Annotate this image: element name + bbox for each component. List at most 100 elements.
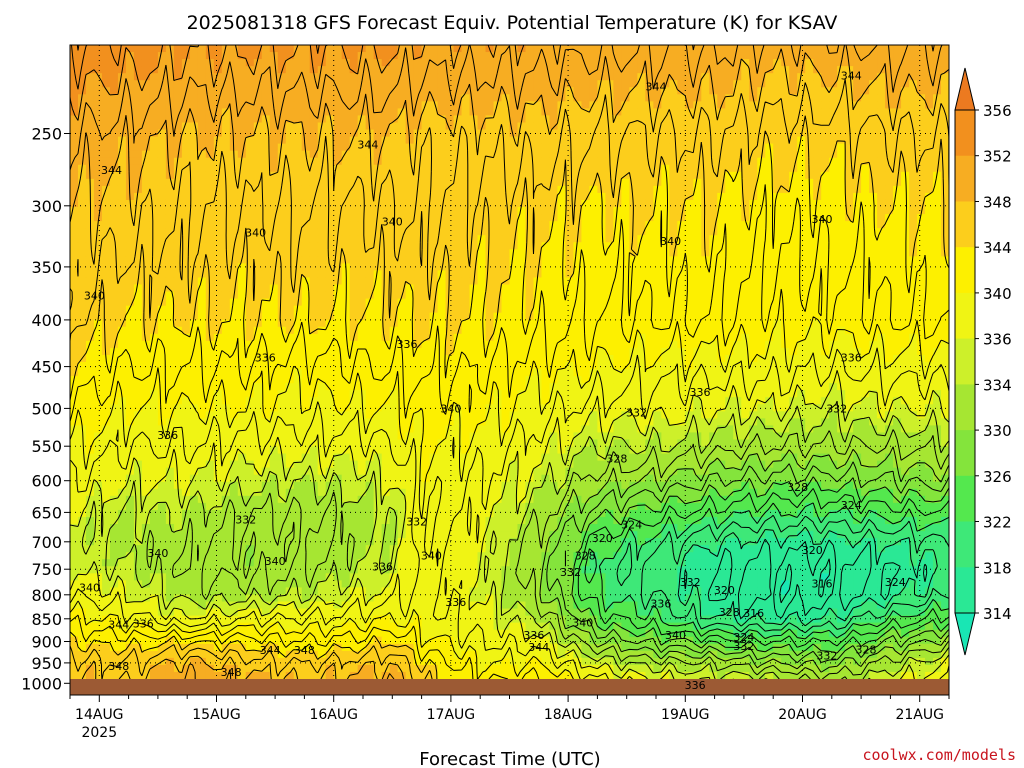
contour-label: 344	[108, 618, 129, 631]
contour-label: 340	[147, 547, 168, 560]
y-tick-label: 500	[31, 399, 62, 418]
contour-label: 340	[440, 402, 461, 415]
x-axis-label: Forecast Time (UTC)	[419, 749, 600, 768]
contour-lines	[70, 45, 949, 680]
colorbar-label: 314	[983, 605, 1012, 623]
x-tick-label: 15AUG	[192, 707, 241, 723]
contour-label: 336	[690, 386, 711, 399]
contour-label: 316	[812, 578, 833, 591]
contour-label: 344	[101, 164, 122, 177]
colorbar-label: 322	[983, 514, 1012, 532]
y-tick-label: 550	[31, 437, 62, 456]
contour-label: 336	[133, 618, 154, 631]
colorbar-label: 318	[983, 559, 1012, 577]
contour-label: 332	[680, 576, 701, 589]
contour-label: 336	[685, 679, 706, 692]
colorbar-swatch	[955, 384, 975, 431]
chart-title: 2025081318 GFS Forecast Equiv. Potential…	[187, 12, 838, 34]
y-tick-label: 800	[31, 586, 62, 605]
contour-label: 332	[816, 649, 837, 662]
colorbar-label: 326	[983, 468, 1012, 486]
y-tick-label: 450	[31, 358, 62, 377]
contour-label: 340	[265, 555, 286, 568]
colorbar-swatch	[954, 67, 976, 111]
contour-label: 328	[606, 452, 627, 465]
contour-label: 336	[372, 561, 393, 574]
x-tick-label: 19AUG	[661, 707, 710, 723]
contour-label: 320	[592, 532, 613, 545]
x-tick-label: 18AUG	[544, 707, 593, 723]
y-tick-label: 400	[31, 311, 62, 330]
colorbar-swatch	[955, 201, 975, 248]
y-tick-label: 1000	[21, 674, 62, 693]
colorbar-swatch	[955, 567, 975, 614]
pressure-axis: 250 300 350 400 450 500 550 600 650 700 750 800 850 9…	[21, 125, 70, 693]
contour-label: 340	[812, 213, 833, 226]
x-tick-sublabel: 2025	[81, 725, 117, 741]
contour-label: 344	[841, 70, 862, 83]
contour-label: 332	[626, 406, 647, 419]
y-tick-label: 900	[31, 633, 62, 652]
x-tick-label: 20AUG	[778, 707, 827, 723]
contour-label: 348	[108, 660, 129, 673]
contour-label: 328	[719, 606, 740, 619]
time-axis: 14AUG 2025 15AUG 16AUG 17AUG 18AUG 19AUG 20AUG 2…	[69, 695, 950, 741]
y-tick-label: 950	[31, 654, 62, 673]
x-tick-label: 21AUG	[895, 707, 944, 723]
contour-label: 328	[856, 643, 877, 656]
colorbar-label: 352	[983, 148, 1012, 166]
contour-label: 324	[733, 631, 754, 644]
contour-label: 336	[523, 629, 544, 642]
y-tick-label: 350	[31, 258, 62, 277]
contour-label: 340	[79, 581, 100, 594]
contour-label: 332	[406, 516, 427, 529]
contour-label: 332	[826, 402, 847, 415]
colorbar-swatch	[955, 292, 975, 340]
contour-label: 340	[665, 629, 686, 642]
x-tick-label: 17AUG	[427, 707, 476, 723]
contour-label: 336	[445, 596, 466, 609]
grid-lines	[70, 45, 949, 695]
contour-label: 344	[357, 138, 378, 151]
colorbar-swatch	[955, 247, 975, 294]
contour-label: 336	[255, 352, 276, 365]
surface-ground	[70, 679, 949, 695]
contour-label: 320	[714, 584, 735, 597]
contour-label: 320	[802, 544, 823, 557]
colorbar-label: 334	[983, 376, 1012, 394]
colorbar-label: 356	[983, 102, 1012, 120]
contour-label: 340	[245, 227, 266, 240]
colorbar-swatch	[955, 338, 975, 385]
colorbar-swatch	[955, 155, 975, 202]
x-tick-label: 14AUG	[75, 707, 124, 723]
contour-label: 344	[646, 80, 667, 93]
y-tick-label: 600	[31, 472, 62, 491]
colorbar-swatch	[955, 430, 975, 477]
contour-label: 344	[260, 644, 281, 657]
watermark: coolwx.com/models	[862, 746, 1016, 764]
contour-label: 348	[294, 644, 315, 657]
colorbar-label: 336	[983, 331, 1012, 349]
contour-label: 324	[841, 499, 862, 512]
contour-label: 340	[382, 215, 403, 228]
y-tick-label: 750	[31, 560, 62, 579]
y-tick-label: 300	[31, 197, 62, 216]
contour-label: 328	[787, 481, 808, 494]
contour-label: 344	[528, 641, 549, 654]
colorbar-swatch	[955, 110, 975, 157]
colorbar-label: 344	[983, 239, 1012, 257]
contour-label: 348	[221, 666, 242, 679]
y-tick-label: 250	[31, 125, 62, 144]
y-tick-label: 850	[31, 610, 62, 629]
contour-label: 332	[235, 514, 256, 527]
colorbar-swatch	[955, 521, 975, 568]
contour-label: 336	[841, 352, 862, 365]
contour-label: 332	[560, 566, 581, 579]
contour-label: 332	[733, 640, 754, 653]
contour-label: 340	[84, 289, 105, 302]
contour-label: 324	[621, 519, 642, 532]
contour-label: 316	[743, 607, 764, 620]
colorbar-label: 330	[983, 422, 1012, 440]
